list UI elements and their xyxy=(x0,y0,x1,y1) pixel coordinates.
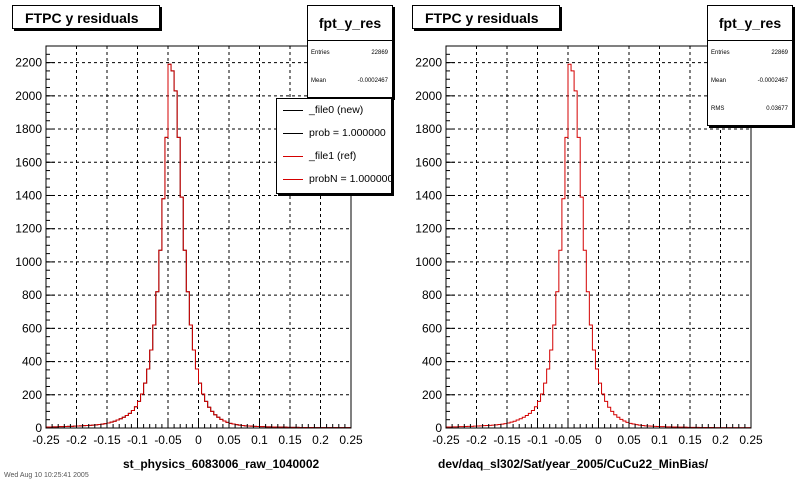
x-tick-label: 0.2 xyxy=(712,433,729,447)
x-tick-label: 0.15 xyxy=(678,433,702,447)
x-axis-label: dev/daq_sl302/Sat/year_2005/CuCu22_MinBi… xyxy=(438,457,709,471)
y-tick-label: 0 xyxy=(435,421,442,435)
stats-entries-value: 22869 xyxy=(371,50,388,56)
stats-row-mean: Mean -0.0002467 xyxy=(708,69,792,97)
legend-line xyxy=(283,133,303,134)
stats-row-mean: Mean -0.0002467 xyxy=(308,69,392,97)
stats-row-entries: Entries 22869 xyxy=(708,41,792,69)
y-tick-label: 200 xyxy=(22,388,42,402)
x-tick-label: -0.2 xyxy=(66,433,87,447)
stats-mean-value: -0.0002467 xyxy=(757,78,788,84)
stats-title: fpt_y_res xyxy=(308,6,392,41)
y-tick-label: 1400 xyxy=(415,188,442,202)
y-tick-label: 1400 xyxy=(15,188,42,202)
y-tick-label: 400 xyxy=(422,355,442,369)
stats-mean-label: Mean xyxy=(311,78,327,84)
y-tick-label: 1000 xyxy=(15,255,42,269)
histogram-series xyxy=(446,63,751,429)
x-tick-label: 0.05 xyxy=(217,433,241,447)
x-tick-label: 0 xyxy=(595,433,602,447)
y-tick-label: 0 xyxy=(35,421,42,435)
x-tick-label: -0.2 xyxy=(466,433,487,447)
y-tick-label: 1200 xyxy=(415,222,442,236)
stats-box: fpt_y_res Entries 22869 Mean -0.0002467 … xyxy=(707,5,793,126)
y-tick-label: 600 xyxy=(422,321,442,335)
legend-entry: probN = 1.000000 xyxy=(277,168,391,190)
x-tick-label: -0.15 xyxy=(493,433,521,447)
legend-line xyxy=(283,156,303,157)
y-tick-label: 1800 xyxy=(15,122,42,136)
y-tick-label: 1600 xyxy=(415,155,442,169)
y-tick-label: 2200 xyxy=(415,56,442,70)
x-tick-label: 0.05 xyxy=(617,433,641,447)
legend-entry: _file0 (new) xyxy=(277,99,391,121)
histogram-plot-right: -0.25 -0.2 -0.15 -0.1 -0.05 0 0.05 0.1 0.15 0.2 0.… xyxy=(415,45,763,447)
y-tick-label: 800 xyxy=(22,288,42,302)
stats-title: fpt_y_res xyxy=(708,6,792,41)
chart-title: FTPC y residuals xyxy=(412,5,560,29)
stats-rms-label: RMS xyxy=(711,106,725,112)
x-tick-label: 0 xyxy=(195,433,202,447)
x-tick-label: 0.1 xyxy=(251,433,268,447)
legend-label: _file0 (new) xyxy=(309,104,364,116)
x-tick-label: -0.25 xyxy=(32,433,60,447)
x-tick-label: 0.25 xyxy=(339,433,363,447)
legend: _file0 (new) prob = 1.000000 _file1 (ref… xyxy=(276,98,392,194)
chart-title: FTPC y residuals xyxy=(12,5,160,29)
y-tick-label: 600 xyxy=(22,321,42,335)
y-tick-label: 800 xyxy=(422,288,442,302)
y-tick-label: 200 xyxy=(422,388,442,402)
legend-line xyxy=(283,110,303,111)
legend-line xyxy=(283,179,303,180)
x-tick-label: -0.05 xyxy=(154,433,182,447)
x-tick-label: 0.25 xyxy=(739,433,763,447)
y-tick-label: 400 xyxy=(22,355,42,369)
y-tick-label: 1800 xyxy=(415,122,442,136)
legend-entry: prob = 1.000000 xyxy=(277,122,391,144)
legend-entry: _file1 (ref) xyxy=(277,145,391,167)
y-tick-label: 2200 xyxy=(15,56,42,70)
stats-rms-value: 0.03677 xyxy=(766,106,788,112)
y-tick-label: 1600 xyxy=(15,155,42,169)
stats-row-rms: RMS 0.03677 xyxy=(708,97,792,125)
stats-entries-value: 22869 xyxy=(771,50,788,56)
stats-entries-label: Entries xyxy=(711,50,730,56)
y-tick-label: 1200 xyxy=(15,222,42,236)
x-tick-label: -0.05 xyxy=(554,433,582,447)
histogram-series xyxy=(46,63,351,429)
stats-mean-value: -0.0002467 xyxy=(357,78,388,84)
stats-box: fpt_y_res Entries 22869 Mean -0.0002467 xyxy=(307,5,393,98)
x-axis-label: st_physics_6083006_raw_1040002 xyxy=(123,457,320,471)
y-tick-label: 2000 xyxy=(15,89,42,103)
footer-timestamp: Wed Aug 10 10:25:41 2005 xyxy=(4,472,89,479)
x-tick-label: -0.1 xyxy=(527,433,548,447)
legend-label: _file1 (ref) xyxy=(309,150,357,162)
x-tick-label: 0.15 xyxy=(278,433,302,447)
y-tick-label: 2000 xyxy=(415,89,442,103)
x-tick-label: 0.2 xyxy=(312,433,329,447)
legend-label: probN = 1.000000 xyxy=(309,173,392,185)
x-tick-label: -0.25 xyxy=(432,433,460,447)
x-tick-label: -0.15 xyxy=(93,433,121,447)
legend-label: prob = 1.000000 xyxy=(309,127,386,139)
stats-entries-label: Entries xyxy=(311,50,330,56)
histogram-panel-right: -0.25 -0.2 -0.15 -0.1 -0.05 0 0.05 0.1 0.15 0.2 0.… xyxy=(400,0,800,480)
y-tick-label: 1000 xyxy=(415,255,442,269)
stats-row-entries: Entries 22869 xyxy=(308,41,392,69)
stats-mean-label: Mean xyxy=(711,78,727,84)
x-tick-label: 0.1 xyxy=(651,433,668,447)
histogram-panel-left: -0.25 -0.2 -0.15 -0.1 -0.05 0 0.05 0.1 0.15 0.2 0.… xyxy=(12,5,393,471)
x-tick-label: -0.1 xyxy=(127,433,148,447)
